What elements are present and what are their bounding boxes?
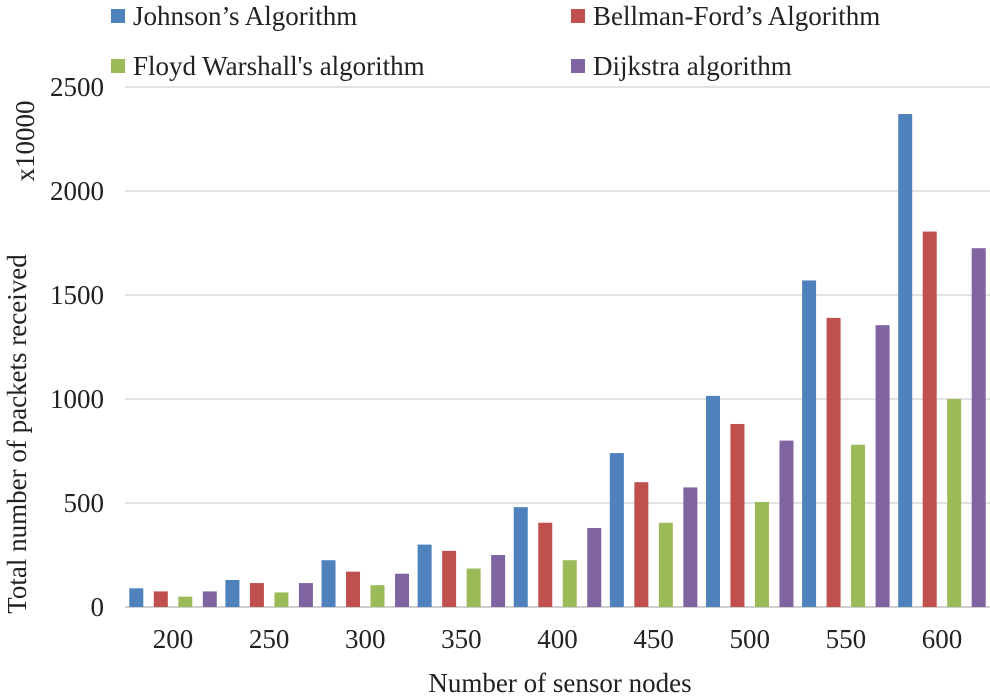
bar-floyd-400	[562, 560, 577, 607]
x-tick-label: 250	[249, 624, 290, 654]
bar-dijkstra-300	[395, 573, 410, 607]
bar-dijkstra-200	[202, 591, 217, 607]
legend-label: Johnson’s Algorithm	[133, 1, 357, 31]
bar-bellman-ford-250	[249, 583, 264, 607]
category-group-450	[609, 453, 698, 607]
bar-dijkstra-550	[875, 325, 890, 607]
category-group-300	[321, 560, 410, 607]
category-group-600	[898, 114, 986, 607]
x-tick-label: 300	[345, 624, 386, 654]
x-axis-ticks: 200 250 300 350 400 450 500 550 600	[153, 624, 962, 654]
bar-johnson-200	[129, 588, 144, 607]
legend-item: Bellman-Ford’s Algorithm	[571, 1, 880, 31]
legend-label: Floyd Warshall's algorithm	[133, 51, 425, 81]
bar-johnson-350	[417, 544, 432, 607]
bar-floyd-450	[658, 522, 673, 607]
legend-label: Bellman-Ford’s Algorithm	[593, 1, 880, 31]
x-tick-label: 450	[633, 624, 674, 654]
bar-floyd-600	[947, 399, 962, 607]
bar-dijkstra-350	[491, 555, 506, 607]
x-tick-label: 500	[729, 624, 770, 654]
bar-floyd-350	[466, 568, 481, 607]
bar-floyd-500	[754, 501, 769, 607]
bar-bellman-ford-600	[922, 231, 937, 607]
legend: Johnson’s Algorithm Bellman-Ford’s Algori…	[111, 1, 880, 81]
y-axis-unit: x10000	[10, 101, 40, 182]
legend-swatch	[571, 9, 585, 23]
category-group-400	[513, 507, 602, 607]
y-tick-label: 1000	[50, 384, 104, 414]
bar-dijkstra-600	[971, 248, 986, 607]
category-group-550	[802, 280, 890, 607]
bar-johnson-400	[513, 507, 528, 607]
legend-item: Johnson’s Algorithm	[111, 1, 357, 31]
y-axis-ticks: 0 500 1000 1500 2000 2500	[50, 72, 104, 622]
category-group-500	[705, 395, 794, 607]
category-group-250	[225, 579, 313, 607]
x-tick-label: 600	[922, 624, 963, 654]
bar-bellman-ford-450	[634, 482, 649, 607]
bar-bellman-ford-550	[826, 317, 841, 607]
legend-swatch	[111, 9, 125, 23]
x-tick-label: 350	[441, 624, 482, 654]
bar-johnson-600	[898, 114, 913, 607]
y-tick-label: 2500	[50, 72, 104, 102]
legend-swatch	[111, 59, 125, 73]
bar-bellman-ford-200	[153, 591, 168, 607]
bar-johnson-500	[705, 395, 720, 607]
y-axis-title: Total number of packets received	[2, 254, 32, 614]
bar-johnson-300	[321, 560, 336, 607]
category-group-350	[417, 544, 506, 607]
bar-floyd-250	[274, 592, 289, 607]
x-tick-label: 200	[153, 624, 194, 654]
bar-dijkstra-250	[298, 583, 313, 607]
bar-johnson-550	[802, 280, 817, 607]
bar-bellman-ford-300	[346, 571, 361, 607]
bar-dijkstra-400	[587, 527, 602, 607]
legend-item: Floyd Warshall's algorithm	[111, 51, 425, 81]
legend-label: Dijkstra algorithm	[593, 51, 792, 81]
category-group-200	[129, 588, 217, 607]
y-tick-label: 0	[91, 592, 105, 622]
y-tick-label: 1500	[50, 280, 104, 310]
bars	[129, 114, 986, 607]
bar-bellman-ford-500	[730, 423, 745, 607]
legend-swatch	[571, 59, 585, 73]
y-tick-label: 500	[64, 488, 105, 518]
bar-dijkstra-500	[779, 440, 794, 607]
bar-johnson-450	[609, 453, 624, 607]
bar-floyd-300	[370, 585, 385, 607]
legend-item: Dijkstra algorithm	[571, 51, 792, 81]
bar-johnson-250	[225, 579, 240, 607]
x-tick-label: 550	[826, 624, 867, 654]
x-tick-label: 400	[537, 624, 578, 654]
x-axis-title: Number of sensor nodes	[428, 668, 691, 698]
gridlines	[125, 86, 990, 608]
bar-dijkstra-450	[683, 487, 698, 607]
bar-bellman-ford-400	[538, 522, 553, 607]
bar-floyd-550	[851, 444, 866, 607]
bar-bellman-ford-350	[442, 550, 457, 607]
bar-floyd-200	[178, 596, 193, 607]
y-tick-label: 2000	[50, 176, 104, 206]
